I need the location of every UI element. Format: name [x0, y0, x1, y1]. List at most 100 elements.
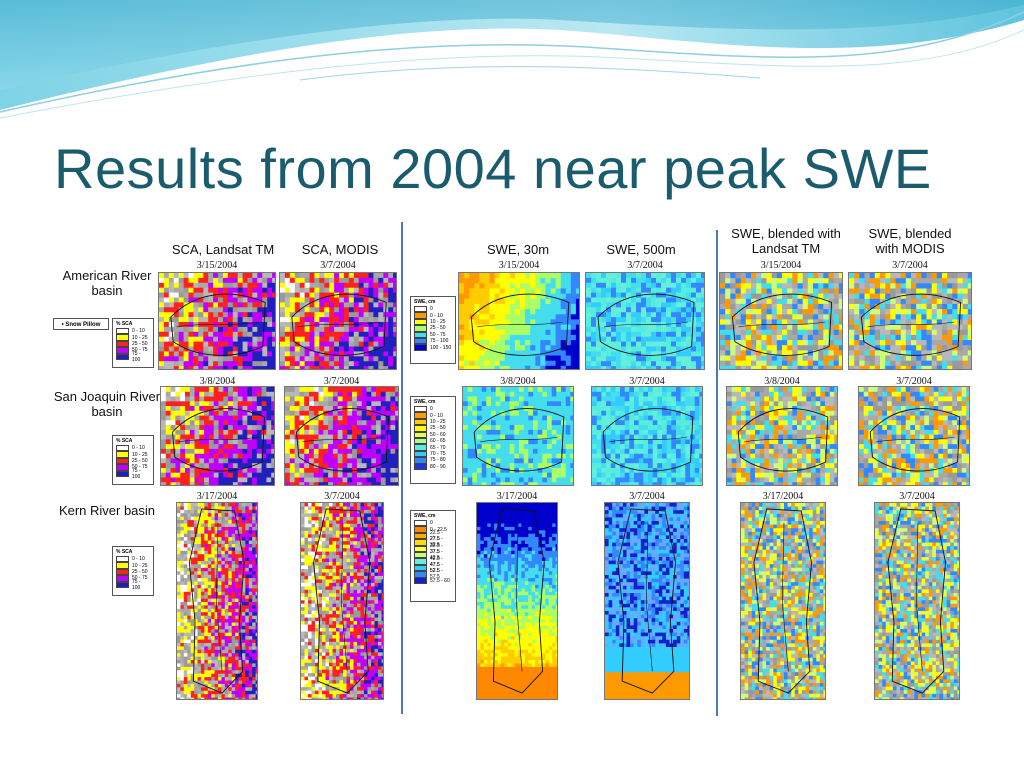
legend-item-label: 0 — [430, 306, 433, 313]
legend-item-label: 25 - 50 — [430, 325, 446, 332]
legend-item: 0 - 10 — [116, 327, 150, 335]
legend-item: 25 - 50 — [116, 340, 150, 348]
legend-item-label: 10 - 25 — [132, 562, 148, 569]
date-label-san-joaquin-sca-landsat: 3/8/2004 — [199, 376, 236, 387]
legend-item: 100 - 150 — [414, 344, 452, 351]
row-label-san-joaquin: San Joaquin River basin — [53, 389, 161, 419]
legend-item: 50 - 75 — [116, 575, 150, 582]
legend-item: 52.5 - 57.5 — [414, 568, 452, 581]
legend-swatch — [414, 412, 427, 419]
legend-item: 70 - 75 — [414, 450, 452, 458]
legend-swatch — [116, 334, 129, 341]
map-american-swe-blend-landsat — [719, 272, 843, 370]
map-raster — [285, 387, 398, 485]
legend-item: 50 - 60 — [414, 431, 452, 439]
legend-item: 27.5 - 32.5 — [414, 536, 452, 549]
legend-swatch — [414, 325, 427, 332]
legend-item-label: 37.5 - 42.5 — [430, 549, 443, 562]
legend-item-label: 80 - 90 — [430, 463, 446, 470]
date-label-american-swe-30m: 3/15/2004 — [498, 260, 540, 271]
date-label-american-swe-blend-landsat: 3/15/2004 — [760, 260, 802, 271]
legend-swatch — [414, 405, 427, 413]
legend-item: 47.5 - 52.5 — [414, 561, 452, 574]
row-label-kern: Kern River basin — [58, 503, 156, 518]
legend-item-label: 47.5 - 52.5 — [430, 561, 443, 574]
legend-item: 80 - 90 — [414, 463, 452, 470]
map-raster — [605, 503, 689, 699]
legend-swatch — [414, 305, 427, 313]
legend-item: 10 - 25 — [414, 418, 452, 426]
legend-item: 50 - 75 — [414, 331, 452, 339]
legend-swatch — [116, 444, 129, 452]
legend-item: 0 - 10 — [414, 412, 452, 419]
map-san-joaquin-swe-30m — [462, 386, 574, 486]
map-raster — [741, 503, 825, 699]
column-group-divider — [716, 230, 718, 716]
legend-swatch — [414, 526, 427, 533]
date-label-san-joaquin-swe-500m: 3/7/2004 — [629, 376, 665, 387]
map-san-joaquin-swe-blend-modis — [858, 386, 970, 486]
legend-item-label: 25 - 50 — [132, 568, 148, 575]
legend-item: 0 — [414, 519, 452, 527]
legend-swatch — [116, 464, 129, 471]
legend-swatch — [414, 545, 427, 553]
column-header-swe-blend-modis: SWE, blended with MODIS — [868, 226, 952, 256]
legend-item: 75 - 100 — [116, 351, 150, 363]
legend-item-label: 52.5 - 57.5 — [430, 568, 443, 581]
legend-swatch — [414, 519, 427, 527]
legend-swatch — [414, 539, 427, 546]
legend-item-label: 32.5 - 37.5 — [430, 542, 443, 555]
map-san-joaquin-sca-modis — [284, 386, 399, 486]
legend-item-label: 75 - 100 — [132, 578, 141, 591]
legend-item: 0 — [414, 405, 452, 413]
date-label-kern-sca-modis: 3/7/2004 — [324, 491, 360, 502]
column-header-swe-blend-landsat: SWE, blended with Landsat TM — [731, 226, 841, 256]
legend-item: 75 - 100 — [116, 578, 150, 591]
legend-item-label: 75 - 100 — [430, 338, 449, 345]
legend-item-label: 0 - 10 — [132, 328, 145, 335]
map-raster — [849, 273, 971, 369]
legend-item: 65 - 70 — [414, 444, 452, 451]
legend-item: 37.5 - 42.5 — [414, 549, 452, 562]
legend-swatch — [116, 562, 129, 569]
column-header-swe-500m: SWE, 500m — [606, 242, 676, 257]
date-label-kern-sca-landsat: 3/17/2004 — [196, 491, 238, 502]
legend-swatch — [414, 312, 427, 319]
legend-swatch — [414, 444, 427, 451]
legend-swatch — [116, 555, 129, 563]
date-label-american-swe-500m: 3/7/2004 — [627, 260, 663, 271]
map-san-joaquin-swe-500m — [591, 386, 703, 486]
header-wave-decoration — [0, 0, 1024, 119]
legend-item: 25 - 50 — [116, 457, 150, 465]
legend-swatch — [414, 571, 427, 578]
legend-item-label: 75 - 100 — [132, 467, 141, 480]
legend-swatch — [414, 577, 427, 584]
date-label-kern-swe-blend-modis: 3/7/2004 — [899, 491, 935, 502]
map-raster — [177, 503, 257, 699]
legend-swatch — [414, 425, 427, 432]
legend-item: 75 - 80 — [414, 457, 452, 464]
map-raster — [720, 273, 842, 369]
legend-item-label: 65 - 70 — [430, 444, 446, 451]
legend-swatch — [414, 337, 427, 345]
legend-title: % SCA — [116, 438, 133, 444]
map-kern-swe-30m — [476, 502, 558, 700]
legend-item: 10 - 25 — [116, 562, 150, 569]
legend-item-label: 0 — [430, 406, 433, 413]
legend-item: 0 - 10 — [116, 444, 150, 452]
legend-swatch — [116, 327, 129, 335]
legend-item-label: 27.5 - 32.5 — [430, 536, 443, 549]
legend-item-label: 22.5 - 27.5 — [430, 529, 443, 542]
map-raster — [859, 387, 969, 485]
map-raster — [477, 503, 557, 699]
legend-item: 60 - 65 — [414, 437, 452, 445]
legend-swatch — [414, 551, 427, 559]
date-label-san-joaquin-swe-blend-modis: 3/7/2004 — [896, 376, 932, 387]
legend-item: 75 - 100 — [116, 467, 150, 480]
snow-pillow-label: Snow Pillow — [65, 322, 101, 328]
map-san-joaquin-swe-blend-landsat — [726, 386, 838, 486]
legend-swatch — [116, 581, 129, 589]
legend-item-label: 10 - 25 — [132, 334, 148, 341]
legend-item: 0 - 10 — [116, 555, 150, 563]
legend-item: 25 - 50 — [116, 568, 150, 576]
